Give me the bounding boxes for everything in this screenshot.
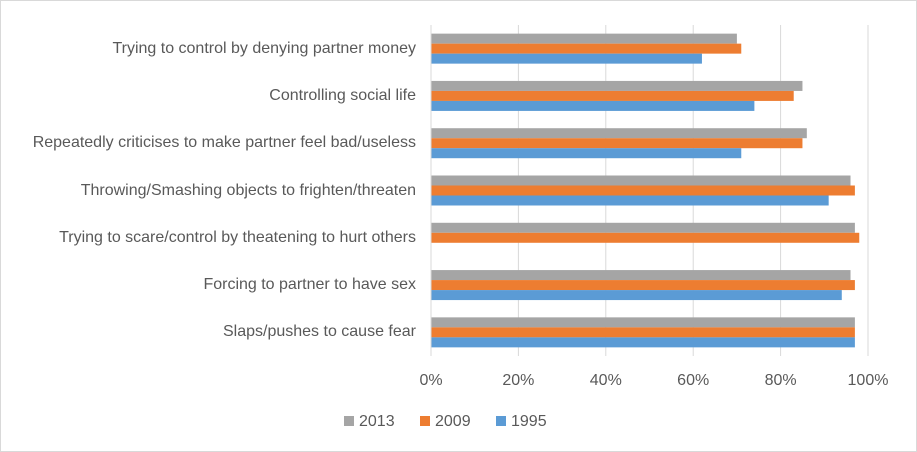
bar [431, 327, 855, 338]
legend-label: 2009 [435, 413, 471, 430]
y-tick-label: Repeatedly criticises to make partner fe… [32, 134, 416, 152]
y-tick-label: Slaps/pushes to cause fear [222, 323, 416, 341]
y-tick-label: Forcing to partner to have sex [203, 276, 416, 294]
legend-label: 1995 [511, 413, 547, 430]
bar [431, 185, 855, 196]
y-tick-label: Trying to control by denying partner mon… [112, 39, 416, 57]
bar [431, 337, 855, 348]
bar [431, 128, 807, 139]
legend-swatch [420, 416, 430, 426]
bar [431, 43, 742, 54]
bar [431, 290, 842, 301]
bar [431, 33, 737, 44]
legend-swatch [344, 416, 354, 426]
x-tick-label: 80% [765, 372, 797, 389]
bar [431, 80, 803, 91]
bar [431, 175, 851, 186]
bar [431, 232, 860, 243]
x-tick-label: 0% [419, 372, 442, 389]
bar [431, 222, 855, 233]
x-tick-label: 60% [677, 372, 709, 389]
y-tick-label: Controlling social life [269, 86, 416, 104]
x-tick-label: 100% [848, 372, 889, 389]
bar [431, 195, 829, 206]
bar [431, 270, 851, 281]
bar [431, 53, 702, 64]
y-tick-label: Throwing/Smashing objects to frighten/th… [80, 181, 416, 199]
x-tick-label: 20% [502, 372, 534, 389]
legend-swatch [496, 416, 506, 426]
bar [431, 280, 855, 291]
bar [431, 90, 794, 101]
bar [431, 100, 755, 111]
legend-label: 2013 [359, 413, 395, 430]
bar [431, 317, 855, 328]
y-tick-label: Trying to scare/control by theatening to… [59, 228, 416, 246]
bar [431, 138, 803, 149]
bar [431, 148, 742, 159]
x-tick-label: 40% [590, 372, 622, 389]
